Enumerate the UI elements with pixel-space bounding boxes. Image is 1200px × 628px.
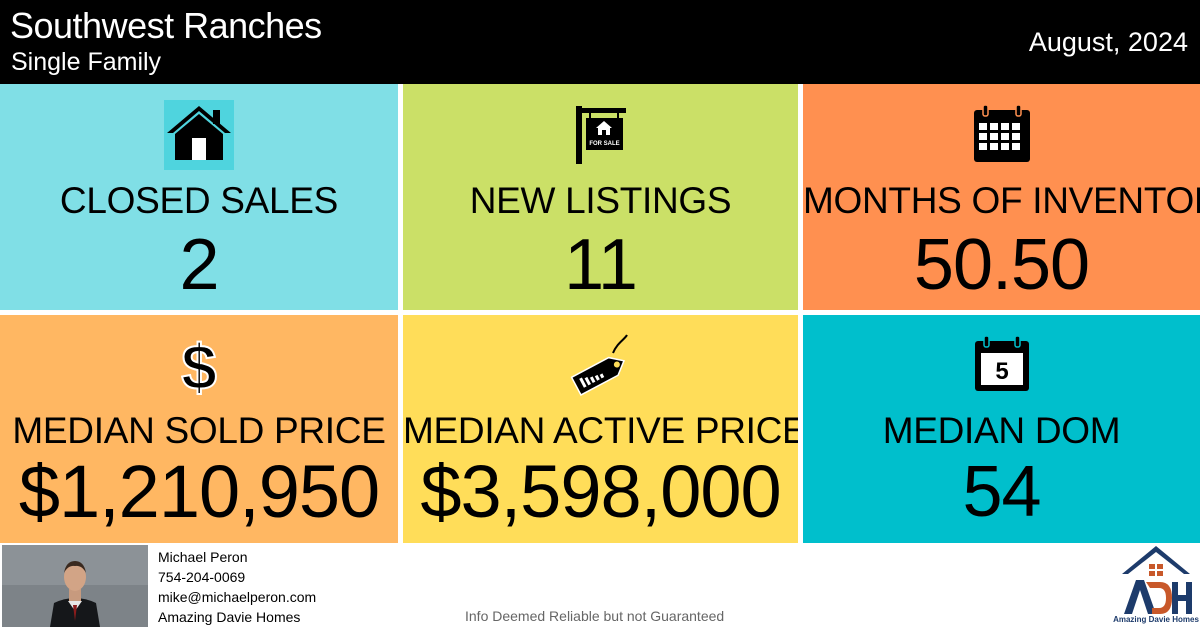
for-sale-sign-icon: FOR SALE xyxy=(573,104,629,166)
median-active-price-tile: MEDIAN ACTIVE PRICE $3,598,000 xyxy=(403,315,798,543)
new-listings-value: 11 xyxy=(564,225,638,305)
closed-sales-label: CLOSED SALES xyxy=(59,180,339,221)
median-sold-price-label: MEDIAN SOLD PRICE xyxy=(12,410,386,451)
house-icon xyxy=(164,100,234,170)
median-dom-label: MEDIAN DOM xyxy=(882,410,1121,451)
agent-footer: Michael Peron 754-204-0069 mike@michaelp… xyxy=(0,543,1200,628)
median-dom-tile: 5 MEDIAN DOM 54 xyxy=(803,315,1200,543)
disclaimer-text: Info Deemed Reliable but not Guaranteed xyxy=(465,608,725,624)
new-listings-tile: FOR SALE NEW LISTINGS 11 xyxy=(403,84,798,310)
months-of-inventory-label: MONTHS OF INVENTORY xyxy=(803,180,1200,221)
report-date: August, 2024 xyxy=(1028,27,1188,57)
company-logo-text: Amazing Davie Homes xyxy=(1113,615,1199,624)
median-active-price-value: $3,598,000 xyxy=(420,450,781,533)
agent-company: Amazing Davie Homes xyxy=(158,609,301,625)
agent-phone: 754-204-0069 xyxy=(158,569,246,585)
median-dom-value: 54 xyxy=(962,452,1041,532)
agent-email: mike@michaelperon.com xyxy=(158,589,317,605)
calendar-day-number: 5 xyxy=(995,358,1008,385)
calendar-day-icon: 5 xyxy=(972,335,1032,393)
dollar-glyph: $ xyxy=(181,333,217,399)
median-sold-price-tile: $ MEDIAN SOLD PRICE $1,210,950 xyxy=(0,315,398,543)
agent-contact: Michael Peron 754-204-0069 mike@michaelp… xyxy=(158,547,316,627)
closed-sales-value: 2 xyxy=(179,225,219,305)
median-active-price-label: MEDIAN ACTIVE PRICE xyxy=(403,410,798,451)
new-listings-label: NEW LISTINGS xyxy=(469,180,732,221)
city-title: Southwest Ranches xyxy=(10,5,322,46)
months-of-inventory-value: 50.50 xyxy=(913,225,1090,305)
report-header: Southwest Ranches Single Family August, … xyxy=(0,0,1200,84)
dollar-icon: $ xyxy=(174,330,224,404)
property-type-subtitle: Single Family xyxy=(11,48,162,76)
company-logo xyxy=(1116,544,1196,628)
median-sold-price-value: $1,210,950 xyxy=(18,450,380,533)
agent-photo xyxy=(2,545,148,627)
for-sale-sign-text: FOR SALE xyxy=(589,141,619,147)
closed-sales-tile: CLOSED SALES 2 xyxy=(0,84,398,310)
months-of-inventory-tile: MONTHS OF INVENTORY 50.50 xyxy=(803,84,1200,310)
price-tag-icon xyxy=(569,333,633,397)
calendar-icon xyxy=(971,104,1033,164)
agent-name: Michael Peron xyxy=(158,549,248,565)
